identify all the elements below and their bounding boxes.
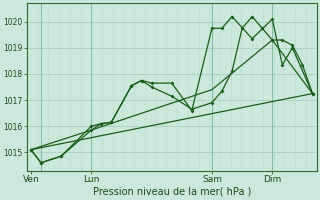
X-axis label: Pression niveau de la mer( hPa ): Pression niveau de la mer( hPa ) [92, 187, 251, 197]
